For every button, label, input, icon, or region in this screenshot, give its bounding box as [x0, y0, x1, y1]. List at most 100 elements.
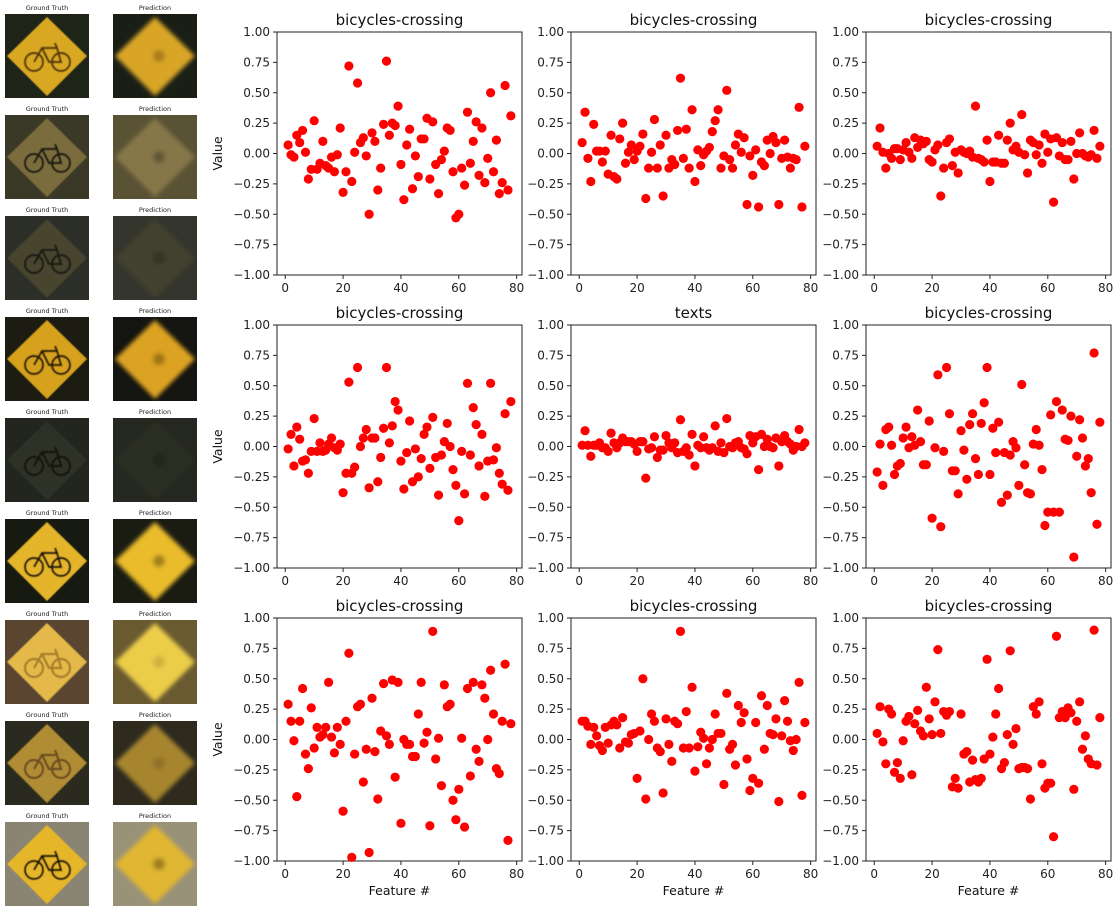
- thumbnail-row: Ground Truth Prediction: [5, 408, 197, 502]
- data-point: [361, 744, 371, 754]
- data-point: [753, 778, 764, 788]
- data-point: [872, 141, 882, 151]
- y-tick-label: −0.50: [233, 207, 270, 221]
- data-point: [462, 378, 473, 388]
- data-point: [979, 157, 989, 167]
- data-point: [315, 438, 325, 448]
- data-point: [1046, 410, 1056, 420]
- data-point: [753, 464, 764, 475]
- data-point: [785, 163, 796, 173]
- data-point: [457, 446, 467, 456]
- data-point: [924, 714, 934, 724]
- data-point: [889, 767, 900, 777]
- data-point: [684, 450, 694, 460]
- prediction-image: [113, 822, 197, 906]
- data-points: [872, 625, 1105, 842]
- data-point: [658, 445, 668, 455]
- data-point: [618, 118, 628, 128]
- data-point: [632, 773, 642, 783]
- data-point: [318, 730, 328, 740]
- sign-shape: [115, 623, 195, 702]
- data-point: [465, 450, 475, 460]
- data-point: [303, 764, 313, 774]
- data-point: [970, 454, 981, 464]
- data-point: [1043, 147, 1053, 157]
- data-point: [606, 130, 616, 140]
- data-point: [436, 450, 447, 460]
- x-tick-label: 20: [629, 574, 644, 588]
- data-point: [477, 429, 487, 439]
- scatter-plot: bicycles-crossing −1.00 −0.75 −0.50 −0.25 0.0…: [822, 304, 1113, 588]
- data-point: [1017, 379, 1027, 390]
- x-tick-label: 20: [924, 574, 939, 588]
- data-point: [1037, 158, 1047, 168]
- data-point: [962, 474, 972, 484]
- data-point: [341, 716, 351, 726]
- data-point: [402, 447, 412, 458]
- data-point: [1002, 490, 1012, 500]
- sign-shape: [7, 320, 87, 399]
- data-point: [405, 416, 415, 426]
- data-point: [344, 648, 354, 658]
- data-point: [684, 163, 694, 173]
- data-point: [872, 467, 882, 477]
- data-point: [777, 731, 787, 741]
- blurred-symbol: [153, 555, 165, 567]
- data-point: [759, 744, 769, 754]
- data-point: [500, 409, 510, 419]
- data-point: [295, 137, 305, 148]
- data-point: [309, 116, 319, 126]
- data-point: [985, 469, 995, 480]
- y-tick-label: −0.25: [233, 470, 270, 484]
- data-point: [696, 161, 706, 171]
- data-point: [886, 440, 897, 450]
- x-axis-label: Feature #: [663, 883, 725, 898]
- data-point: [326, 433, 337, 443]
- x-tick-label: 0: [870, 281, 878, 295]
- data-point: [483, 153, 493, 163]
- y-tick-label: 0.25: [832, 116, 859, 130]
- data-point: [384, 438, 394, 448]
- data-point: [480, 178, 490, 188]
- data-point: [471, 117, 481, 127]
- data-point: [710, 421, 720, 431]
- sign-shape: [115, 522, 195, 601]
- data-point: [384, 739, 394, 749]
- x-tick-label: 60: [1040, 281, 1055, 295]
- data-point: [701, 759, 712, 769]
- data-point: [335, 739, 345, 749]
- data-point: [780, 696, 790, 706]
- data-point: [396, 818, 406, 828]
- data-point: [367, 128, 377, 138]
- y-tick-label: 0.25: [243, 409, 270, 423]
- data-point: [649, 432, 660, 442]
- data-point: [289, 461, 299, 471]
- data-point: [681, 706, 691, 717]
- data-point: [895, 458, 905, 469]
- prediction-label: Prediction: [139, 4, 171, 12]
- data-point: [306, 703, 316, 713]
- data-point: [448, 464, 458, 475]
- bicycle-icon: [23, 547, 72, 578]
- data-point: [597, 157, 607, 167]
- data-point: [774, 461, 784, 471]
- ground-truth-label: Ground Truth: [26, 408, 68, 416]
- blurred-symbol: [153, 252, 165, 264]
- ground-truth-label: Ground Truth: [26, 610, 68, 618]
- data-point: [988, 732, 998, 742]
- y-tick-label: 0.00: [832, 147, 859, 161]
- data-point: [1069, 552, 1079, 562]
- data-point: [742, 199, 752, 210]
- data-point: [878, 480, 888, 490]
- data-point: [644, 734, 654, 745]
- data-point: [454, 209, 464, 219]
- x-tick-label: 80: [1098, 281, 1113, 295]
- ground-truth-image: [5, 317, 89, 401]
- data-point: [713, 105, 723, 115]
- prediction-label: Prediction: [139, 812, 171, 820]
- data-point: [768, 730, 778, 740]
- y-tick-label: 0.25: [832, 409, 859, 423]
- data-point: [716, 728, 726, 739]
- x-tick-label: 60: [451, 574, 466, 588]
- y-tick-label: −0.75: [822, 531, 859, 545]
